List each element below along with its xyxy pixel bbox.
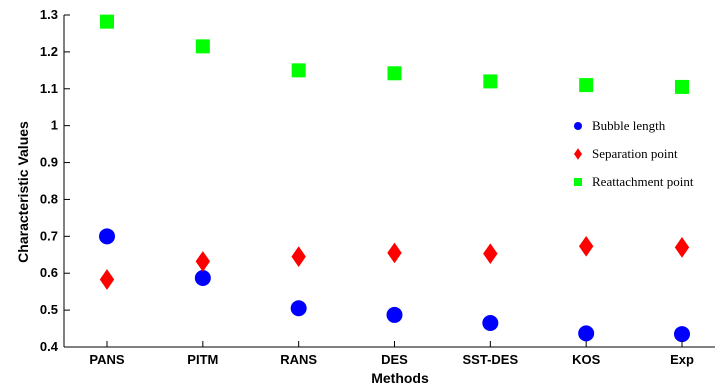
bubble-length-marker	[194, 270, 211, 287]
reattachment-point-marker	[675, 79, 689, 94]
y-tick-label: 0.4	[40, 339, 59, 354]
x-tick-label: DES	[381, 352, 408, 367]
separation-point-marker	[674, 237, 690, 258]
y-tick-label: 0.9	[40, 155, 58, 170]
reattachment-point-marker	[579, 78, 594, 93]
separation-point-marker	[291, 246, 306, 267]
axes: 0.4 0.5 0.6 0.7 0.8 0.9 1 1.1 1.2 1.3 PANS PITM RANS…	[40, 7, 715, 367]
x-axis-title: Methods	[371, 370, 429, 385]
y-tick-label: 1.2	[40, 44, 58, 59]
reattachment-point-marker	[100, 14, 114, 29]
x-tick-label: RANS	[280, 352, 317, 367]
separation-point-marker	[578, 235, 594, 257]
separation-point-marker	[483, 243, 498, 265]
legend: Bubble length Separation point Reattachmen…	[574, 118, 694, 189]
reattachment-point-marker	[387, 66, 402, 81]
y-tick-label: 1	[51, 118, 58, 133]
bubble-length-marker	[99, 228, 115, 245]
x-tick-label: PITM	[187, 352, 218, 367]
y-axis-title: Characteristic Values	[15, 121, 31, 263]
data-markers	[99, 14, 690, 343]
legend-reattachment-point-label: Reattachment point	[592, 174, 694, 189]
separation-point-marker	[387, 242, 402, 264]
legend-separation-point-label: Separation point	[592, 146, 678, 161]
legend-separation-point-marker	[574, 148, 582, 160]
reattachment-point-marker	[483, 74, 498, 89]
bubble-length-marker	[578, 325, 595, 342]
bubble-length-marker	[386, 306, 403, 323]
x-tick-label: KOS	[572, 352, 601, 367]
legend-reattachment-point-marker	[574, 178, 582, 186]
y-tick-label: 0.6	[40, 265, 58, 280]
reattachment-point-marker	[291, 63, 306, 78]
bubble-length-marker	[674, 326, 690, 343]
legend-bubble-length-marker	[574, 122, 582, 130]
reattachment-point-marker	[195, 39, 210, 54]
x-tick-label: PANS	[89, 352, 124, 367]
separation-point-marker	[99, 269, 115, 290]
x-tick-label: Exp	[670, 352, 694, 367]
y-tick-label: 1.1	[40, 81, 58, 96]
bubble-length-marker	[482, 315, 499, 332]
y-tick-label: 1.3	[40, 7, 58, 22]
y-tick-label: 0.8	[40, 191, 58, 206]
y-tick-label: 0.5	[40, 302, 58, 317]
bubble-length-marker	[290, 300, 307, 317]
x-tick-label: SST-DES	[463, 352, 519, 367]
legend-bubble-length-label: Bubble length	[592, 118, 666, 133]
separation-point-marker	[195, 251, 211, 272]
y-tick-label: 0.7	[40, 228, 58, 243]
